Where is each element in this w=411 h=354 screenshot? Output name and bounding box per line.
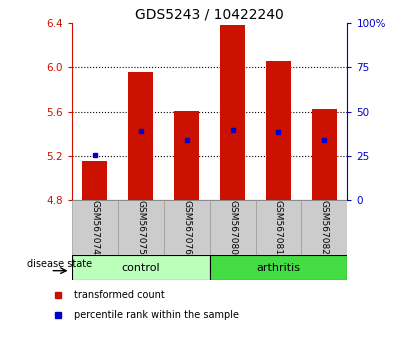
- Bar: [72, 255, 210, 280]
- Bar: [210, 200, 256, 255]
- Text: GSM567075: GSM567075: [136, 200, 145, 255]
- Bar: [82, 161, 108, 200]
- Text: percentile rank within the sample: percentile rank within the sample: [74, 310, 238, 320]
- Bar: [220, 25, 245, 200]
- Text: GSM567082: GSM567082: [320, 200, 329, 255]
- Bar: [210, 255, 347, 280]
- Bar: [174, 111, 199, 200]
- Text: GSM567080: GSM567080: [228, 200, 237, 255]
- Bar: [266, 61, 291, 200]
- Title: GDS5243 / 10422240: GDS5243 / 10422240: [135, 8, 284, 22]
- Text: GSM567076: GSM567076: [182, 200, 191, 255]
- Bar: [256, 200, 301, 255]
- Text: disease state: disease state: [27, 259, 92, 269]
- Bar: [164, 200, 210, 255]
- Bar: [301, 200, 347, 255]
- Bar: [72, 200, 118, 255]
- Bar: [128, 72, 153, 200]
- Text: GSM567074: GSM567074: [90, 200, 99, 255]
- Text: control: control: [122, 263, 160, 273]
- Text: GSM567081: GSM567081: [274, 200, 283, 255]
- Text: transformed count: transformed count: [74, 290, 164, 299]
- Bar: [118, 200, 164, 255]
- Bar: [312, 109, 337, 200]
- Text: arthritis: arthritis: [256, 263, 300, 273]
